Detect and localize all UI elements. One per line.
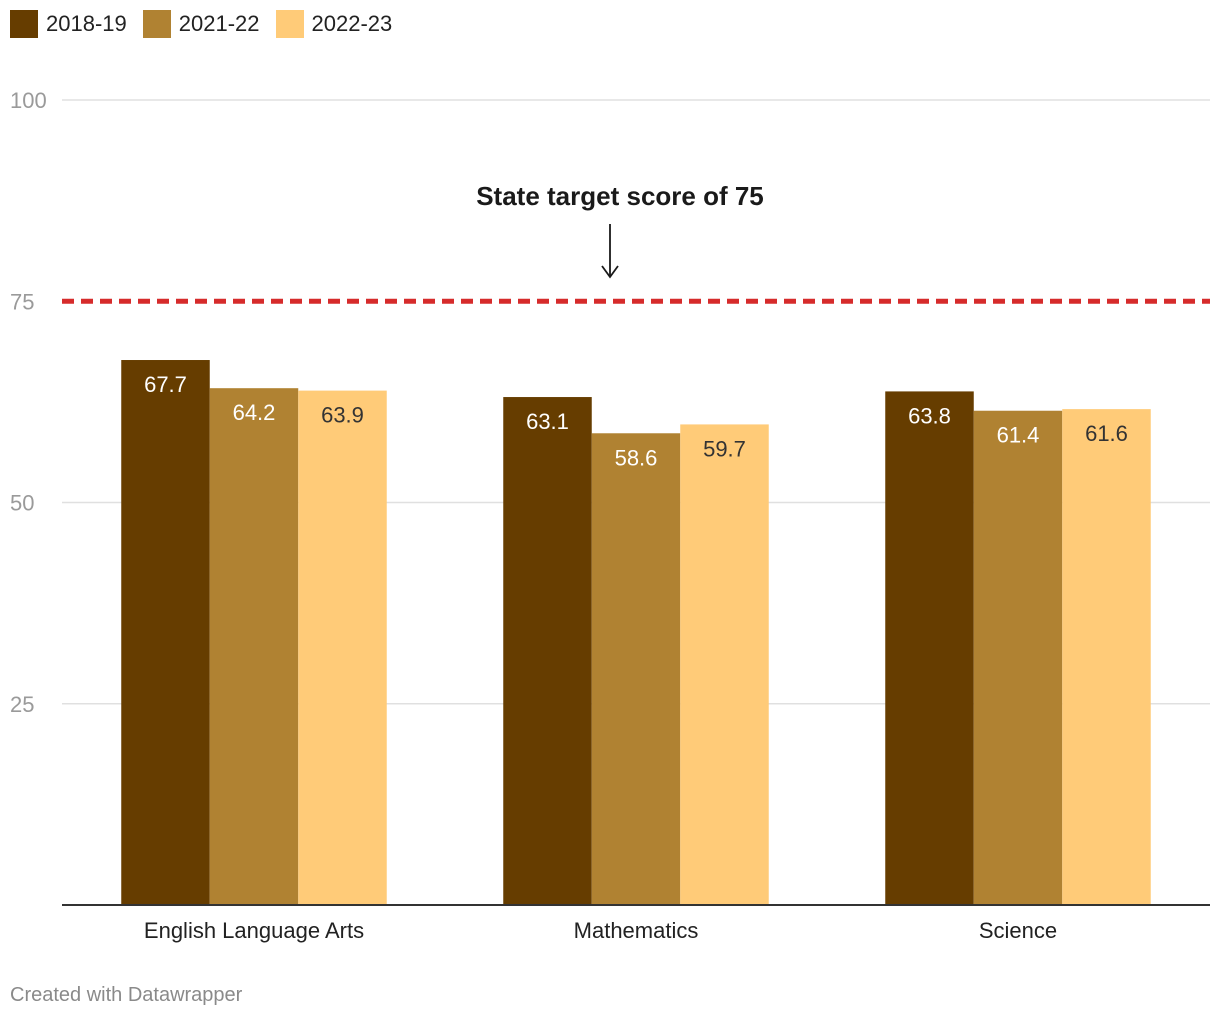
x-category-label: English Language Arts <box>144 918 364 943</box>
data-label: 67.7 <box>144 372 187 397</box>
legend-item: 2021-22 <box>142 10 260 38</box>
y-tick-label: 100 <box>10 88 47 113</box>
legend-item: 2018-19 <box>10 10 127 38</box>
bar <box>973 410 1063 905</box>
bar <box>503 397 592 905</box>
bar <box>209 388 299 905</box>
y-tick-label: 50 <box>10 491 34 516</box>
data-label: 61.6 <box>1085 421 1128 446</box>
x-category-label: Mathematics <box>574 918 699 943</box>
legend-item: 2022-23 <box>275 10 393 38</box>
data-label: 61.4 <box>997 423 1040 448</box>
legend-swatch <box>275 10 304 38</box>
y-tick-label: 75 <box>10 289 34 314</box>
credit-text: Created with Datawrapper <box>10 984 243 1006</box>
bar <box>298 390 387 906</box>
x-category-label: Science <box>979 918 1057 943</box>
bar <box>885 391 974 905</box>
bar <box>591 433 681 905</box>
bar <box>121 360 210 905</box>
data-label: 63.9 <box>321 403 364 428</box>
data-label: 64.2 <box>233 400 276 425</box>
legend: 2018-19 2021-22 2022-23 <box>10 10 408 38</box>
legend-swatch <box>10 10 38 38</box>
legend-swatch <box>142 10 171 38</box>
legend-label: 2022-23 <box>311 11 393 36</box>
data-label: 63.8 <box>908 403 951 428</box>
annotation-arrowhead-icon <box>601 265 619 279</box>
data-label: 59.7 <box>703 436 746 461</box>
annotation-text: State target score of 75 <box>476 181 764 211</box>
data-label: 58.6 <box>615 445 658 470</box>
bar <box>1062 409 1151 905</box>
legend-label: 2021-22 <box>178 11 260 36</box>
y-tick-label: 25 <box>10 692 34 717</box>
legend-label: 2018-19 <box>46 11 127 36</box>
data-label: 63.1 <box>526 409 569 434</box>
bar <box>680 424 769 905</box>
